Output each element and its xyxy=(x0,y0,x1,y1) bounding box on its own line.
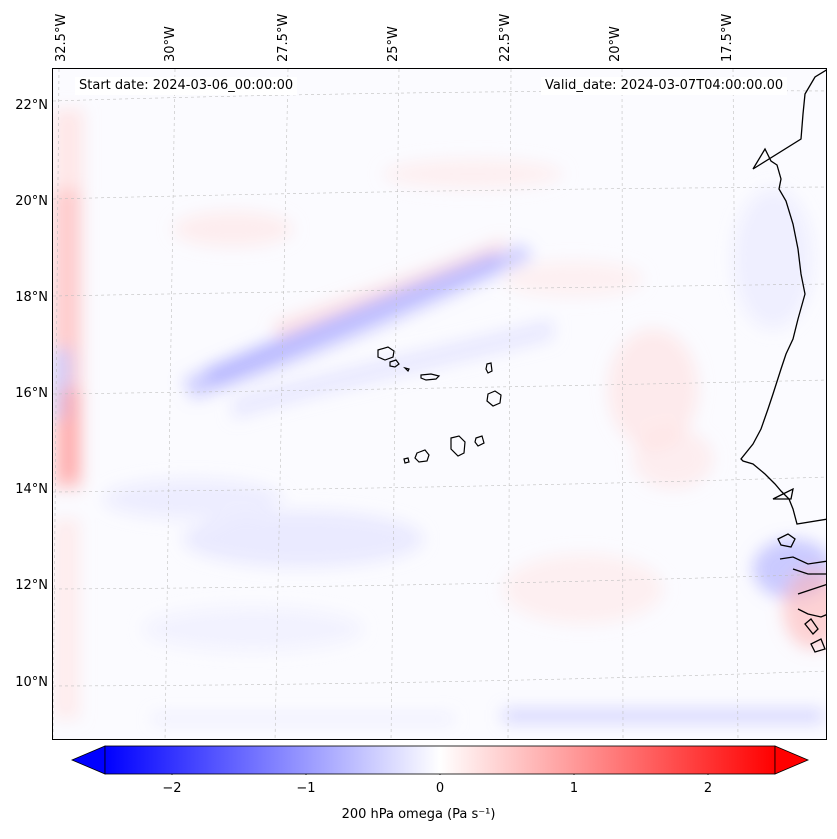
colorbar-tick-label: −2 xyxy=(162,781,182,796)
lon-label-22-5w: 22.5°W xyxy=(498,13,513,62)
graticule xyxy=(53,69,826,739)
lat-label-20n: 20°N xyxy=(15,194,48,209)
lat-label-16n: 16°N xyxy=(15,386,48,401)
lon-label-25w: 25°W xyxy=(386,26,401,62)
lat-label-10n: 10°N xyxy=(15,675,48,690)
lat-label-12n: 12°N xyxy=(15,578,48,593)
map-canvas xyxy=(53,69,826,739)
lat-label-14n: 14°N xyxy=(15,482,48,497)
island-santiago xyxy=(450,435,466,457)
colorbar xyxy=(70,745,810,775)
lon-label-32-5w: 32.5°W xyxy=(54,13,69,62)
lat-label-18n: 18°N xyxy=(15,290,48,305)
lon-label-20w: 20°W xyxy=(608,26,623,62)
valid-date-label: Valid_date: 2024-03-07T04:00:00.00 xyxy=(541,77,788,95)
island-sao-nicolau xyxy=(420,373,441,381)
colorbar-min-extend xyxy=(70,745,106,775)
cape-verde-islands xyxy=(377,346,502,464)
lon-label-27-5w: 27.5°W xyxy=(276,13,291,62)
island-maio xyxy=(474,435,485,447)
african-coastline xyxy=(740,69,826,653)
colorbar-label: 200 hPa omega (Pa s⁻¹) xyxy=(341,807,496,822)
colorbar-tick-label: 0 xyxy=(435,781,445,796)
start-date-label: Start date: 2024-03-06_00:00:00 xyxy=(75,77,298,95)
island-santo-antao xyxy=(377,346,395,361)
island-boa-vista xyxy=(486,390,502,407)
colorbar-tick-label: 1 xyxy=(569,781,579,796)
island-sal xyxy=(485,362,493,374)
island-sao-vicente xyxy=(389,359,400,368)
island-santa-luzia xyxy=(403,366,410,373)
lat-label-22n: 22°N xyxy=(15,98,48,113)
island-brava xyxy=(403,457,410,464)
colorbar-gradient xyxy=(104,745,776,775)
colorbar-tick-label: −1 xyxy=(296,781,316,796)
colorbar-max-extend xyxy=(774,745,810,775)
colorbar-tick-label: 2 xyxy=(703,781,713,796)
island-fogo xyxy=(414,449,430,463)
omega-field xyxy=(53,109,826,724)
lon-label-30w: 30°W xyxy=(163,26,178,62)
map-panel[interactable] xyxy=(52,68,827,740)
lon-label-17-5w: 17.5°W xyxy=(720,13,735,62)
